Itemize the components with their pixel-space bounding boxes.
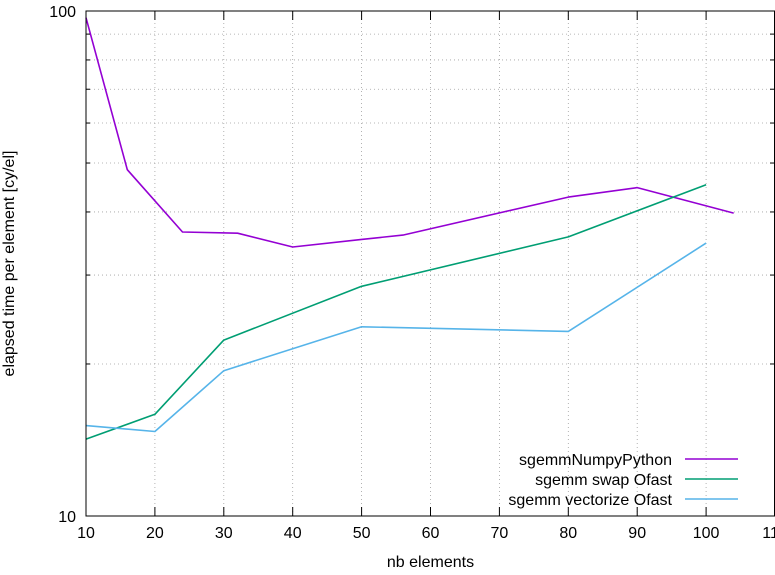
- y-tick-label: 100: [49, 4, 76, 21]
- series-line-3: [85, 242, 707, 433]
- x-tick-label: 70: [491, 525, 509, 542]
- y-axis-title: elapsed time per element [cy/el]: [1, 151, 18, 377]
- series-layer: [85, 17, 734, 440]
- y-tick-label: 10: [58, 509, 76, 526]
- legend: sgemmNumpyPython sgemm swap Ofast sgemm ve…: [508, 452, 738, 509]
- legend-label-1: sgemmNumpyPython: [519, 452, 672, 469]
- x-tick-label: 110: [762, 525, 775, 542]
- x-tick-label: 30: [215, 525, 233, 542]
- grid-layer: [86, 11, 775, 516]
- x-tick-label: 50: [353, 525, 371, 542]
- x-tick-label: 60: [422, 525, 440, 542]
- x-tick-label: 20: [146, 525, 164, 542]
- x-tick-label: 90: [628, 525, 646, 542]
- tick-layer: 10 20 30 40 50 60 70 80 90 100 110 10 100: [49, 4, 775, 542]
- series-line-2: [85, 183, 707, 440]
- series-line-1: [85, 17, 734, 248]
- x-tick-label: 40: [284, 525, 302, 542]
- x-tick-label: 100: [693, 525, 720, 542]
- x-axis-title: nb elements: [387, 554, 474, 571]
- x-tick-label: 10: [77, 525, 95, 542]
- legend-label-3: sgemm vectorize Ofast: [508, 492, 672, 509]
- x-tick-label: 80: [559, 525, 577, 542]
- legend-label-2: sgemm swap Ofast: [535, 472, 672, 489]
